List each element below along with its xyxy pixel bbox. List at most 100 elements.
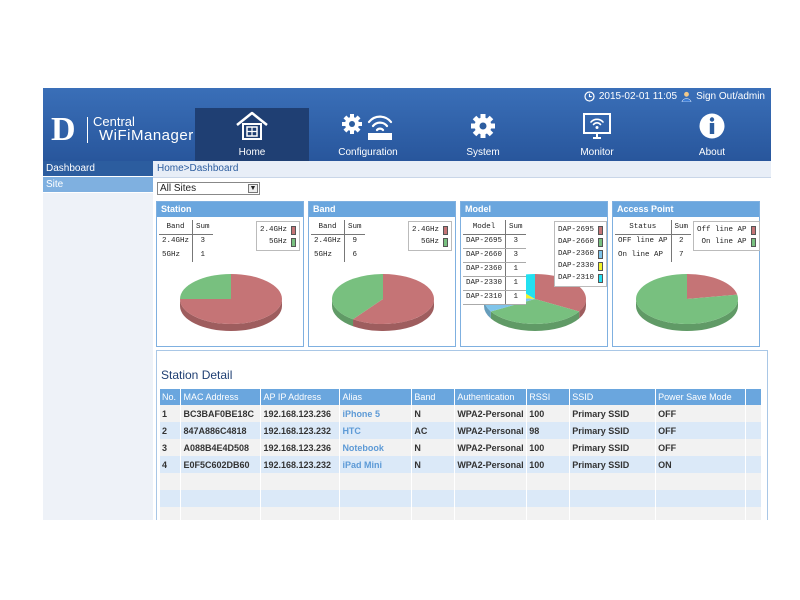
- sign-out-link[interactable]: Sign Out/admin: [696, 91, 765, 103]
- legend-item: DAP-2695: [558, 224, 604, 236]
- cell-no: [160, 507, 182, 520]
- cell-no: 3: [160, 439, 182, 456]
- model-row-label: DAP-2360: [463, 262, 506, 277]
- table-row[interactable]: [160, 507, 763, 520]
- column-header-authentication[interactable]: Authentication: [454, 389, 528, 405]
- cell-band: N: [411, 439, 456, 456]
- cell-mac-address: [180, 490, 262, 507]
- cell-alias: [339, 490, 413, 507]
- nav-monitor[interactable]: Monitor: [540, 108, 654, 161]
- legend-label: DAP-2330: [558, 262, 595, 270]
- cell-rssi: [526, 473, 571, 490]
- band-row-sum: 6: [344, 248, 365, 262]
- model-row-sum: 1: [505, 276, 526, 291]
- cell-band: [411, 507, 456, 520]
- user-icon: [681, 91, 692, 103]
- column-header-power-save-mode[interactable]: Power Save Mode: [655, 389, 746, 405]
- table-row[interactable]: [160, 473, 763, 490]
- table-row[interactable]: 4 E0F5C602DB60 192.168.123.232 iPad Mini N WP…: [160, 456, 763, 473]
- pie-slice-5ghz: [180, 274, 231, 299]
- pie-slice-dap-2660: [490, 299, 580, 324]
- cell-band: N: [411, 456, 456, 473]
- table-row[interactable]: 3 A088B4E4D508 192.168.123.236 Notebook N WPA…: [160, 439, 763, 456]
- pie-slice-side: [353, 299, 434, 331]
- legend-label: 5GHz: [269, 238, 288, 246]
- cell-authentication: WPA2-Personal: [454, 422, 528, 439]
- column-header-alias[interactable]: Alias: [339, 389, 413, 405]
- column-header-ssid[interactable]: SSID: [569, 389, 657, 405]
- site-select[interactable]: All Sites ▼: [157, 182, 260, 195]
- site-select-value: All Sites: [160, 183, 197, 194]
- pie-slice-side: [579, 299, 586, 319]
- cell-ssid: Primary SSID: [569, 422, 657, 439]
- cell-band: N: [411, 405, 456, 422]
- cell-ssid: [569, 507, 657, 520]
- model-header-sum: Sum: [505, 220, 526, 235]
- column-header-ap-ip-address[interactable]: AP IP Address: [260, 389, 341, 405]
- top-status-bar: 2015-02-01 11:05 Sign Out/admin: [584, 91, 765, 103]
- pie-slice-side: [490, 311, 580, 331]
- cell-mac-address: A088B4E4D508: [180, 439, 262, 456]
- ap-header-status: Status: [615, 220, 672, 235]
- cell-power-save-mode: ON: [655, 456, 746, 473]
- column-header-spacer[interactable]: [745, 389, 763, 405]
- table-row[interactable]: 1 BC3BAF0BE18C 192.168.123.236 iPhone 5 N WPA…: [160, 405, 763, 422]
- nav-system[interactable]: System: [426, 108, 540, 161]
- access-point-legend: Off line AP On line AP: [693, 221, 760, 251]
- pie-slice-5ghz: [332, 274, 383, 320]
- sidebar-item-site[interactable]: Site: [43, 177, 153, 193]
- legend-label: DAP-2310: [558, 274, 595, 282]
- model-table: Model Sum DAP-2695 3 DAP-2660 3 DAP-2360 1 D…: [463, 220, 526, 305]
- cell-spacer: [745, 405, 763, 422]
- cell-spacer: [745, 473, 763, 490]
- station-row-label: 5GHz: [162, 251, 181, 259]
- cell-ap-ip-address: [260, 507, 341, 520]
- cell-spacer: [745, 439, 763, 456]
- cell-ap-ip-address: 192.168.123.236: [260, 405, 341, 422]
- station-panel: Station Band Sum 2.4GHz 3 5GHz 1 2.4GHz 5GH…: [156, 201, 304, 347]
- legend-label: 2.4GHz: [260, 226, 288, 234]
- cell-power-save-mode: [655, 473, 746, 490]
- cell-ssid: Primary SSID: [569, 456, 657, 473]
- clock-icon: [584, 91, 595, 102]
- table-row[interactable]: [160, 490, 763, 507]
- station-pie-chart: [180, 274, 282, 331]
- column-header-no[interactable]: No.: [160, 389, 182, 405]
- ap-row-sum: 2: [670, 234, 692, 248]
- column-header-mac-address[interactable]: MAC Address: [180, 389, 262, 405]
- main-content: Home>Dashboard All Sites ▼ Station Band S…: [153, 161, 771, 520]
- legend-swatch: [598, 273, 604, 283]
- cell-alias: HTC: [339, 422, 413, 439]
- cell-mac-address: E0F5C602DB60: [180, 456, 262, 473]
- logo: D Central WiFiManager: [51, 113, 193, 147]
- cell-alias: Notebook: [339, 439, 413, 456]
- sidebar-item-dashboard[interactable]: Dashboard: [43, 161, 153, 177]
- station-detail-panel: Station Detail No. MAC Address AP IP Addre…: [156, 350, 768, 520]
- cell-power-save-mode: [655, 507, 746, 520]
- pie-slice-off-line-ap: [687, 274, 738, 299]
- cell-rssi: 98: [526, 422, 571, 439]
- band-row-label: 5GHz: [314, 251, 333, 259]
- chevron-down-icon[interactable]: ▼: [248, 184, 258, 193]
- nav-about[interactable]: About: [655, 108, 769, 161]
- legend-swatch: [750, 237, 756, 247]
- cell-mac-address: 847A886C4818: [180, 422, 262, 439]
- cell-authentication: [454, 507, 528, 520]
- table-row[interactable]: 2 847A886C4818 192.168.123.232 HTC AC WPA2-Pe…: [160, 422, 763, 439]
- column-header-band[interactable]: Band: [411, 389, 456, 405]
- nav-configuration[interactable]: Configuration: [311, 108, 425, 161]
- header-bar: 2015-02-01 11:05 Sign Out/admin D Centra…: [43, 88, 771, 161]
- band-header-sum: Sum: [344, 220, 365, 235]
- legend-swatch: [443, 237, 449, 247]
- legend-item: 5GHz: [412, 236, 449, 248]
- legend-item: On line AP: [697, 236, 756, 248]
- nav-monitor-label: Monitor: [580, 147, 614, 158]
- column-header-rssi[interactable]: RSSI: [526, 389, 571, 405]
- legend-label: DAP-2695: [558, 226, 595, 234]
- nav-home[interactable]: Home: [195, 108, 309, 161]
- cell-ap-ip-address: [260, 473, 341, 490]
- station-header-band: Band: [159, 220, 193, 235]
- band-header-band: Band: [311, 220, 345, 235]
- cell-rssi: 100: [526, 405, 571, 422]
- table-body: 1 BC3BAF0BE18C 192.168.123.236 iPhone 5 N WPA…: [160, 405, 763, 520]
